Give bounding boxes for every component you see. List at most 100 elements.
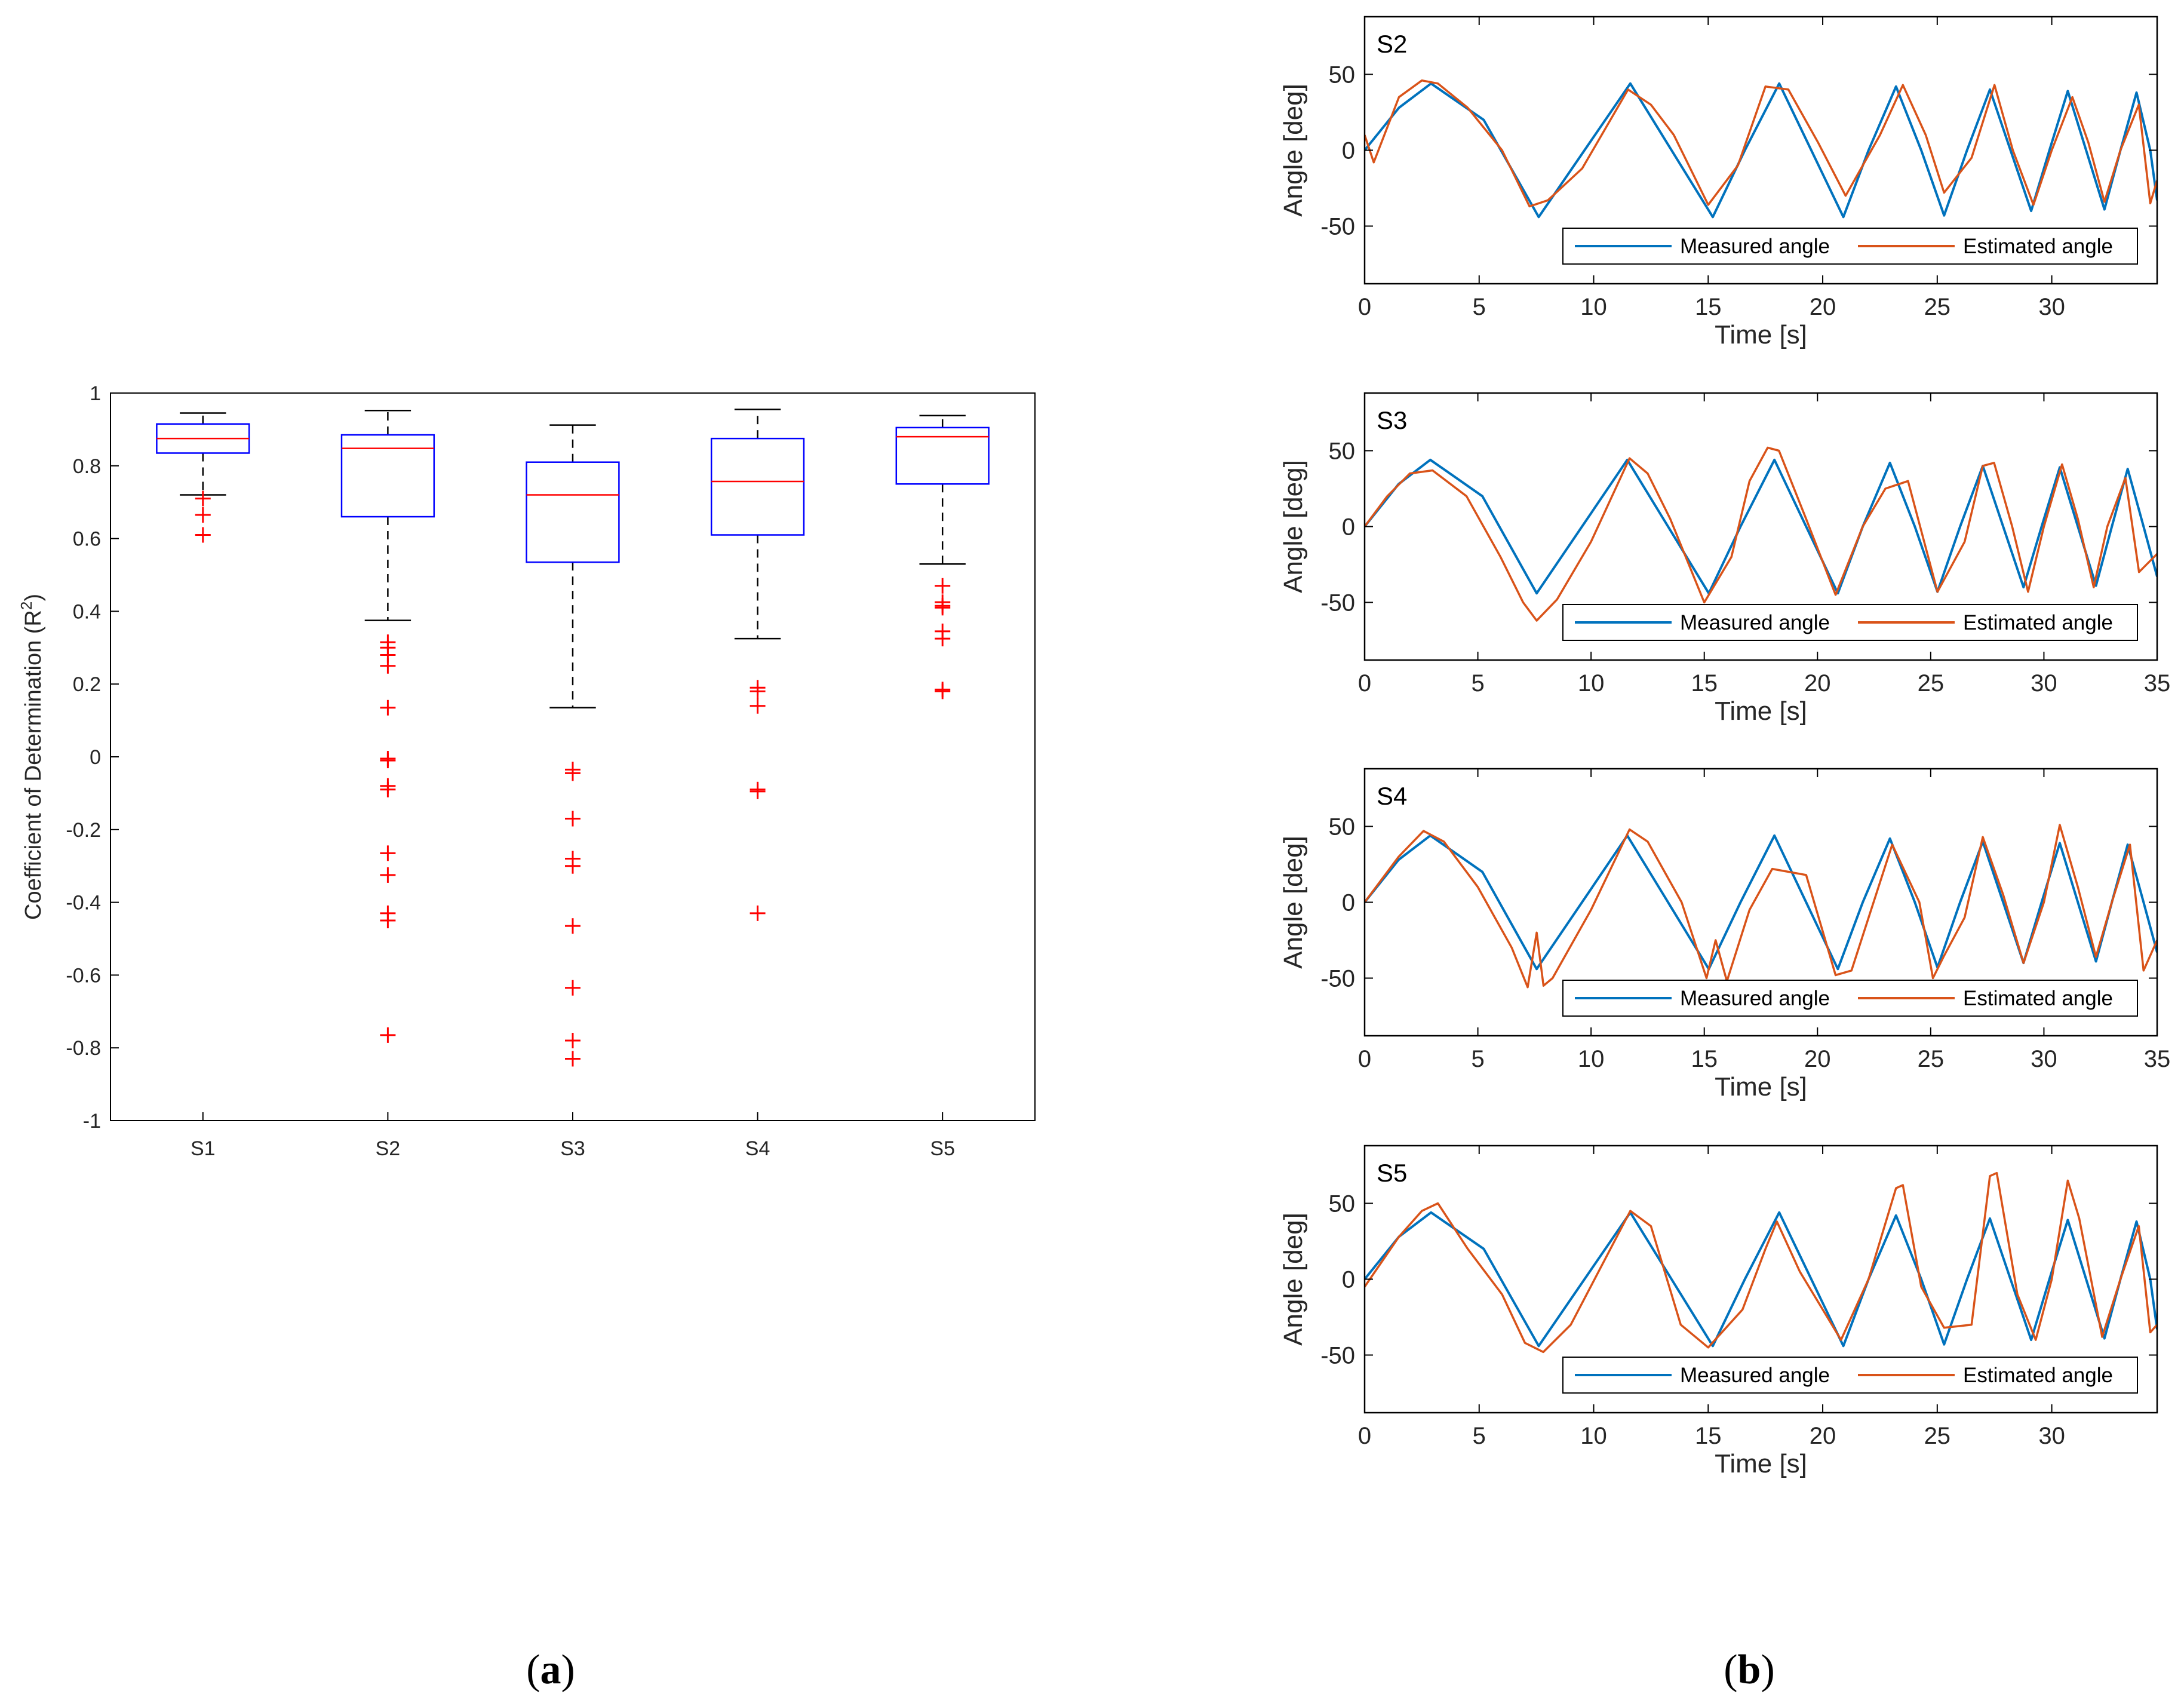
outlier-marker [749,905,766,921]
boxplot-y-tick-label: -1 [83,1110,101,1133]
outlier-marker [935,578,951,594]
panel-title: S5 [1377,1159,1407,1187]
boxplot-y-tick-label: 0 [90,746,101,769]
y-tick-label: -50 [1320,590,1355,616]
outlier-marker [380,913,396,929]
x-tick-label: 20 [1804,1046,1831,1072]
boxplot-y-label: Coefficient of Determination (R2) [17,594,46,920]
x-tick-label: 20 [1804,670,1831,696]
boxplot-y-tick-label: -0.8 [66,1037,101,1060]
outlier-marker [565,1051,580,1067]
boxplot-y-label-close: ) [21,594,46,602]
x-tick-label: 15 [1695,294,1722,320]
legend-label-estimated: Estimated angle [1963,235,2113,258]
outlier-marker [565,765,580,781]
caption-b: (b) [1724,1647,1775,1693]
x-tick-label: 10 [1580,294,1607,320]
line-chart-s2: 0 5 10 15 20 25 30 -50 0 50 Time [s] Angle [deg] S2 M… [1279,16,2158,349]
panel-title: S2 [1377,30,1407,58]
boxplot-panel: -1-0.8-0.6-0.4-0.200.20.40.60.81 S1 S2 S3 S… [17,382,1036,1160]
caption-a-letter: a [540,1647,561,1693]
boxplot-y-label-sup: 2 [17,602,35,610]
legend: Measured angle Estimated angle [1562,980,2138,1017]
boxplot-y-tick-label: 0.4 [73,600,101,623]
x-tick-label: 10 [1578,1046,1605,1072]
outlier-marker [380,845,396,861]
box-s1 [156,412,250,543]
legend-label-estimated: Estimated angle [1963,611,2113,634]
x-tick-label: 5 [1471,1046,1484,1072]
boxplot-y-tick-label: 1 [90,382,101,405]
outlier-marker [935,631,951,647]
y-axis-label: Angle [deg] [1279,1213,1308,1346]
legend-label-estimated: Estimated angle [1963,987,2113,1010]
boxplot-x-tick-label: S4 [745,1137,770,1160]
x-tick-label: 25 [1924,294,1951,320]
boxplot-y-label-main: Coefficient of Determination (R [21,610,46,920]
legend: Measured angle Estimated angle [1562,604,2138,641]
outlier-marker [565,980,580,996]
y-axis-label: Angle [deg] [1279,836,1308,969]
caption-b-open: ( [1724,1647,1737,1693]
box-s5 [895,415,990,699]
x-axis-label: Time [s] [1715,1449,1807,1478]
outlier-marker [380,699,396,716]
legend-label-estimated: Estimated angle [1963,1364,2113,1387]
outlier-marker [749,698,766,714]
x-tick-label: 15 [1691,1046,1718,1072]
measured-angle-line [1365,1211,2157,1348]
boxplot-y-tick-label: -0.6 [66,964,101,987]
outlier-marker [935,683,951,699]
y-tick-label: -50 [1320,965,1355,992]
series-group [1365,1171,2157,1354]
outlier-marker [380,753,396,769]
estimated-angle-line [1365,79,2157,208]
outlier-marker [380,867,396,883]
x-tick-label: 0 [1358,670,1371,696]
outlier-marker [565,858,580,874]
y-axis-label: Angle [deg] [1279,460,1308,593]
boxplot-x-tick-label: S1 [191,1137,216,1160]
caption-b-close: ) [1761,1647,1774,1693]
x-tick-label: 15 [1695,1423,1722,1449]
outlier-marker [195,507,211,523]
legend-label-measured: Measured angle [1680,611,1830,634]
y-tick-label: -50 [1320,213,1355,240]
outlier-marker [749,783,766,799]
series-group [1365,79,2157,219]
line-chart-s3: 0 5 10 15 20 25 30 35 -50 0 50 Time [s] Angle [deg] S… [1279,392,2170,726]
outlier-marker [565,811,580,827]
x-tick-label: 15 [1691,670,1718,696]
boxplot-x-ticks: S1 S2 S3 S4 S5 [191,1112,955,1160]
box-s3 [526,424,620,1067]
y-tick-label: 0 [1342,890,1355,916]
boxplot-x-tick-label: S2 [376,1137,401,1160]
legend-label-measured: Measured angle [1680,1364,1830,1387]
caption-a-open: ( [526,1647,540,1693]
estimated-angle-line [1365,824,2157,989]
y-tick-label: 0 [1342,1267,1355,1293]
legend-label-measured: Measured angle [1680,987,1830,1010]
legend: Measured angle Estimated angle [1562,228,2138,265]
x-tick-label: 10 [1580,1423,1607,1449]
boxplot-y-tick-label: -0.4 [66,892,101,915]
boxplot-y-tick-label: -0.2 [66,819,101,842]
boxplot-y-tick-label: 0.8 [73,455,101,478]
boxplot-axes-frame [110,392,1036,1121]
x-tick-label: 5 [1473,1423,1486,1449]
boxplot-y-tick-label: 0.6 [73,528,101,551]
x-tick-label: 10 [1578,670,1605,696]
box-s2 [340,409,435,1043]
y-tick-label: 50 [1329,814,1356,840]
iqr-box [895,426,990,485]
y-tick-label: 0 [1342,138,1355,164]
outlier-marker [935,600,951,616]
x-tick-label: 0 [1358,294,1371,320]
x-axis-label: Time [s] [1715,1072,1807,1101]
caption-a: (a) [526,1647,575,1693]
y-tick-label: 50 [1329,1191,1356,1217]
x-tick-label: 25 [1918,670,1945,696]
measured-angle-line [1365,82,2157,219]
